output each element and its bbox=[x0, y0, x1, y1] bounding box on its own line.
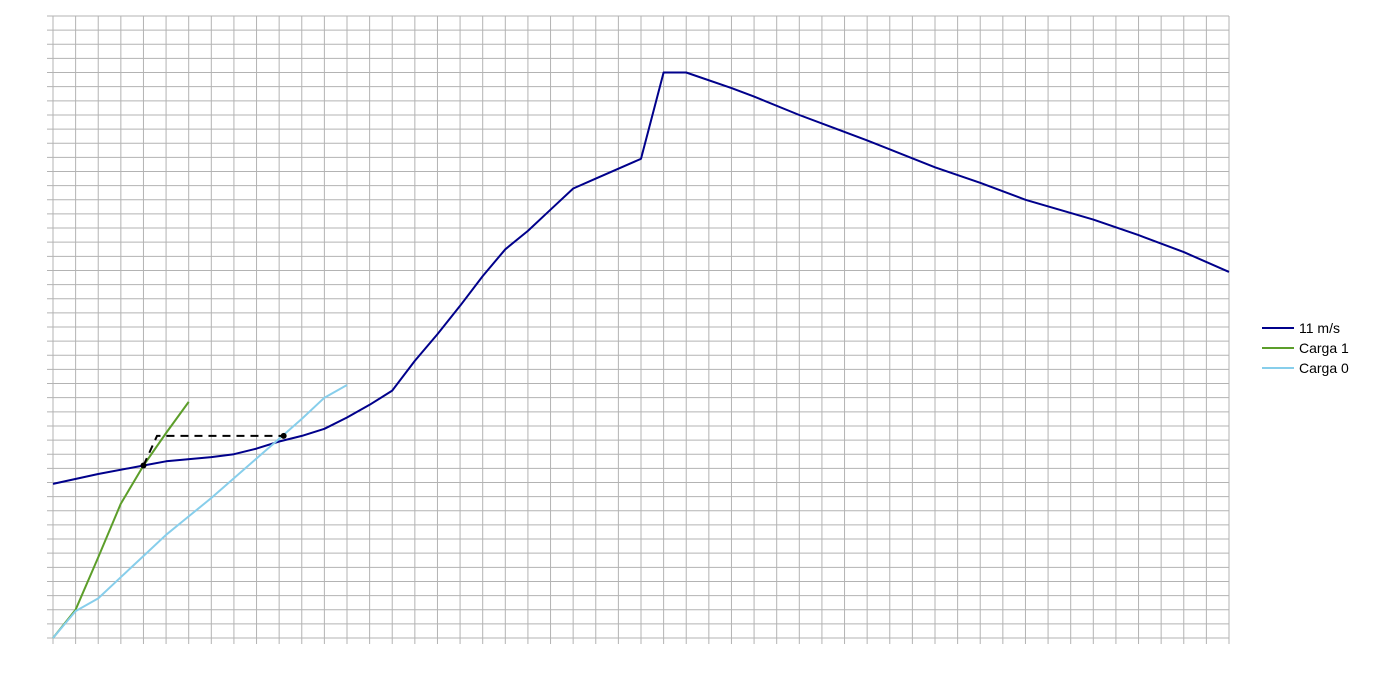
intersection-marker bbox=[280, 432, 287, 439]
legend-item-11-ms: 11 m/s bbox=[1262, 318, 1349, 338]
grid bbox=[47, 15, 1230, 644]
legend-swatch-11-ms bbox=[1262, 327, 1294, 329]
legend-label-carga-0: Carga 0 bbox=[1299, 360, 1349, 376]
legend-swatch-carga-1 bbox=[1262, 347, 1294, 349]
legend: 11 m/s Carga 1 Carga 0 bbox=[1262, 318, 1349, 378]
legend-item-carga-1: Carga 1 bbox=[1262, 338, 1349, 358]
series-line-11-m-s bbox=[52, 71, 1230, 485]
annotations bbox=[140, 432, 287, 469]
dashed-connector bbox=[142, 434, 284, 466]
intersection-marker bbox=[140, 462, 147, 469]
series-line-carga-0 bbox=[52, 384, 348, 639]
series-lines bbox=[52, 71, 1230, 639]
legend-label-carga-1: Carga 1 bbox=[1299, 340, 1349, 356]
legend-swatch-carga-0 bbox=[1262, 367, 1294, 369]
legend-item-carga-0: Carga 0 bbox=[1262, 358, 1349, 378]
series-line-carga-1 bbox=[52, 401, 190, 639]
legend-label-11-ms: 11 m/s bbox=[1299, 320, 1340, 336]
